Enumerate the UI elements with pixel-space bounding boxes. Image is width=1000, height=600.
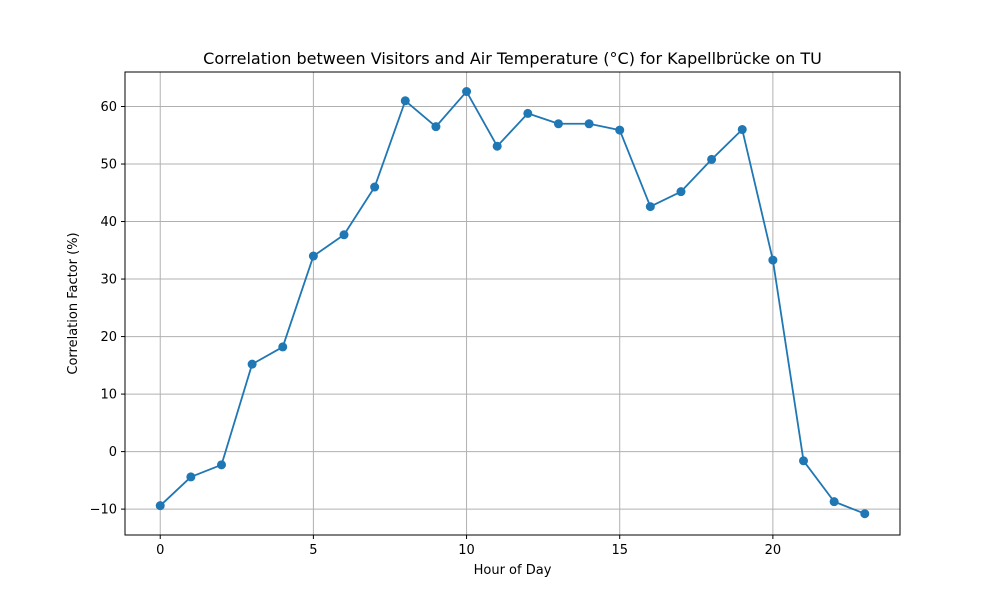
grid <box>125 72 900 535</box>
data-point <box>676 187 686 197</box>
y-tick-label: −10 <box>90 503 117 518</box>
plot-area <box>124 71 901 536</box>
data-point <box>339 230 349 240</box>
x-tick-label: 5 <box>309 543 317 558</box>
axis-ticks: 0 5 10 15 20 −10 0 10 20 30 40 50 60 <box>90 100 782 558</box>
data-point <box>799 456 809 466</box>
x-tick-label: 15 <box>611 543 628 558</box>
data-point <box>247 359 257 369</box>
data-point <box>431 122 441 132</box>
data-point <box>462 87 472 97</box>
x-tick-label: 10 <box>458 543 475 558</box>
data-series <box>155 87 870 519</box>
data-point <box>707 154 717 164</box>
data-point <box>278 342 288 352</box>
chart-title: Correlation between Visitors and Air Tem… <box>203 49 822 68</box>
series-line <box>159 90 866 515</box>
y-tick-label: 50 <box>100 158 117 173</box>
data-point <box>186 472 196 482</box>
data-point <box>829 497 839 507</box>
x-axis-label: Hour of Day <box>474 563 552 578</box>
data-point <box>216 460 226 470</box>
data-point <box>768 255 778 265</box>
y-tick-label: 20 <box>100 330 117 345</box>
y-tick-label: 10 <box>100 388 117 403</box>
y-tick-label: 30 <box>100 273 117 288</box>
x-tick-label: 20 <box>765 543 782 558</box>
x-tick-label: 0 <box>156 543 164 558</box>
data-point <box>645 202 655 212</box>
data-point <box>492 141 502 151</box>
y-tick-label: 60 <box>100 100 117 115</box>
y-tick-label: 40 <box>100 215 117 230</box>
data-point <box>737 125 747 135</box>
data-point <box>553 119 563 129</box>
data-point <box>615 125 625 135</box>
data-point <box>370 182 380 192</box>
data-point <box>860 509 870 519</box>
data-point <box>523 108 533 118</box>
data-point <box>400 96 410 106</box>
data-point <box>155 501 165 511</box>
y-tick-label: 0 <box>109 445 117 460</box>
y-axis-label: Correlation Factor (%) <box>66 232 81 374</box>
data-point <box>308 251 318 261</box>
data-point <box>584 119 594 129</box>
